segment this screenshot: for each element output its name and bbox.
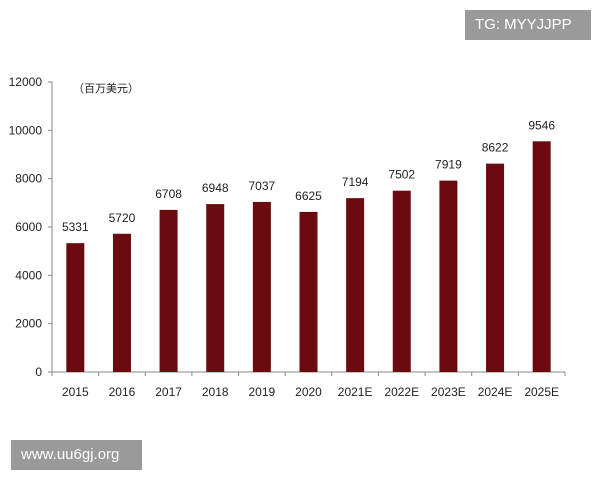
bar-2023E bbox=[439, 180, 458, 372]
x-tick-label-2022E: 2022E bbox=[384, 385, 419, 399]
bar-2020 bbox=[299, 211, 318, 372]
bar-2025E bbox=[532, 141, 551, 372]
bar-2018 bbox=[206, 204, 225, 372]
x-tick-label-2019: 2019 bbox=[249, 385, 276, 399]
bar-2015 bbox=[66, 243, 85, 372]
bar-2017 bbox=[159, 209, 178, 372]
x-tick-label-2016: 2016 bbox=[109, 385, 136, 399]
data-label-2015: 5331 bbox=[62, 220, 89, 234]
bars bbox=[66, 141, 551, 372]
unit-label: （百万美元） bbox=[73, 82, 139, 95]
data-label-2025E: 9546 bbox=[528, 118, 555, 132]
x-tick-label-2015: 2015 bbox=[62, 385, 89, 399]
bar-2021E bbox=[346, 198, 365, 372]
y-tick-label: 0 bbox=[35, 365, 42, 379]
x-tick-label-2023E: 2023E bbox=[431, 385, 466, 399]
bar-2019 bbox=[252, 201, 271, 372]
x-axis: 2015 2016 2017 2018 2019 2020 2021E 2022E 2023E 2… bbox=[51, 371, 566, 399]
y-tick-label: 4000 bbox=[15, 268, 42, 282]
watermark-top-right: TG: MYYJJPP bbox=[465, 10, 591, 40]
data-label-2016: 5720 bbox=[109, 211, 136, 225]
x-tick-label-2020: 2020 bbox=[295, 385, 322, 399]
x-tick-label-2025E: 2025E bbox=[524, 385, 559, 399]
y-tick-label: 10000 bbox=[9, 123, 43, 137]
data-label-2019: 7037 bbox=[249, 179, 276, 193]
y-tick-label: 6000 bbox=[15, 220, 42, 234]
bar-2022E bbox=[392, 190, 411, 372]
watermark-bottom-left: www.uu6gj.org bbox=[11, 440, 142, 470]
bar-2016 bbox=[112, 233, 131, 372]
data-label-2017: 6708 bbox=[155, 187, 182, 201]
x-tick-label-2018: 2018 bbox=[202, 385, 229, 399]
y-axis: 0 2000 4000 6000 8000 10000 12000 bbox=[9, 75, 53, 379]
bar-2024E bbox=[486, 163, 505, 372]
data-label-2022E: 7502 bbox=[388, 168, 415, 182]
x-tick-label-2024E: 2024E bbox=[478, 385, 513, 399]
data-label-2021E: 7194 bbox=[342, 175, 369, 189]
x-tick-label-2017: 2017 bbox=[155, 385, 182, 399]
y-tick-label: 2000 bbox=[15, 317, 42, 331]
data-label-2018: 6948 bbox=[202, 181, 229, 195]
data-label-2023E: 7919 bbox=[435, 158, 462, 172]
y-tick-label: 8000 bbox=[15, 172, 42, 186]
data-label-2024E: 8622 bbox=[482, 141, 509, 155]
data-label-2020: 6625 bbox=[295, 189, 322, 203]
x-tick-label-2021E: 2021E bbox=[338, 385, 373, 399]
data-labels: 5331 5720 6708 6948 7037 6625 7194 7502 7919 8622… bbox=[62, 118, 555, 234]
y-tick-label: 12000 bbox=[9, 75, 43, 89]
